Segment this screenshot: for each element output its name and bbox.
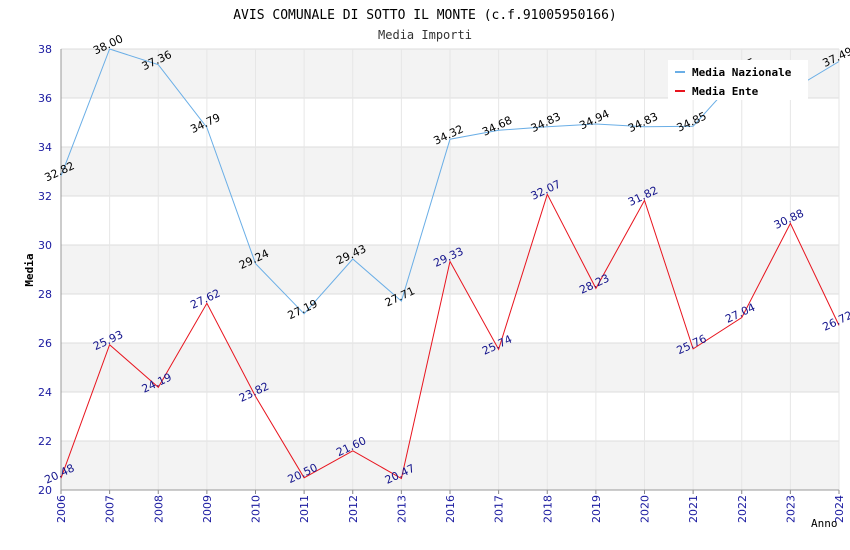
x-tick-label: 2009 [201,495,214,523]
x-tick-label: 2023 [784,495,797,523]
data-label: 34.85 [675,109,709,134]
y-tick-label: 26 [38,337,52,350]
legend-box [668,60,808,100]
data-label: 30.88 [772,207,806,232]
legend-label: Media Nazionale [692,66,792,79]
y-tick-label: 30 [38,239,52,252]
chart-subtitle: Media Importi [378,28,472,42]
data-label: 34.79 [188,111,222,136]
grid-lines [60,48,840,491]
data-label: 34.83 [529,110,563,135]
data-label: 27.04 [723,301,757,326]
legend: Media Nazionale Media Ente [668,60,808,100]
x-axis-label: Anno [811,517,838,530]
x-tick-label: 2007 [104,495,117,523]
y-tick-label: 32 [38,190,52,203]
x-tick-label: 2008 [152,495,165,523]
x-tick-label: 2021 [687,495,700,523]
x-tick-label: 2011 [298,495,311,523]
series-line-0 [60,48,840,315]
y-tick-label: 36 [38,92,52,105]
x-tick-label: 2017 [493,495,506,523]
axes [60,49,840,494]
data-label: 34.68 [480,114,514,139]
x-tick-label: 2010 [250,495,263,523]
y-tick-label: 28 [38,288,52,301]
x-tick-label: 2020 [639,495,652,523]
series-group [60,48,840,480]
chart-title: AVIS COMUNALE DI SOTTO IL MONTE (c.f.910… [233,8,617,23]
data-label: 34.83 [626,110,660,135]
series-line-1 [60,192,840,480]
data-label: 26.72 [820,309,850,334]
x-tick-label: 2024 [833,495,846,523]
x-tick-label: 2019 [590,495,603,523]
x-tick-labels: 2006 2007 2008 2009 2010 2011 2012 2013 2016 2017… [55,495,846,523]
x-tick-label: 2006 [55,495,68,523]
x-tick-label: 2016 [444,495,457,523]
y-tick-label: 38 [38,43,52,56]
x-tick-label: 2018 [541,495,554,523]
y-tick-labels: 20 22 24 26 28 30 32 34 36 38 [38,43,52,497]
y-axis-label: Media [23,253,36,286]
x-tick-label: 2022 [736,495,749,523]
y-tick-label: 24 [38,386,52,399]
x-tick-label: 2012 [347,495,360,523]
x-tick-label: 2013 [395,495,408,523]
data-label: 27.19 [286,297,320,322]
y-tick-label: 22 [38,435,52,448]
y-tick-label: 20 [38,484,52,497]
data-label: 34.94 [577,107,611,132]
legend-label: Media Ente [692,85,759,98]
y-tick-label: 34 [38,141,52,154]
